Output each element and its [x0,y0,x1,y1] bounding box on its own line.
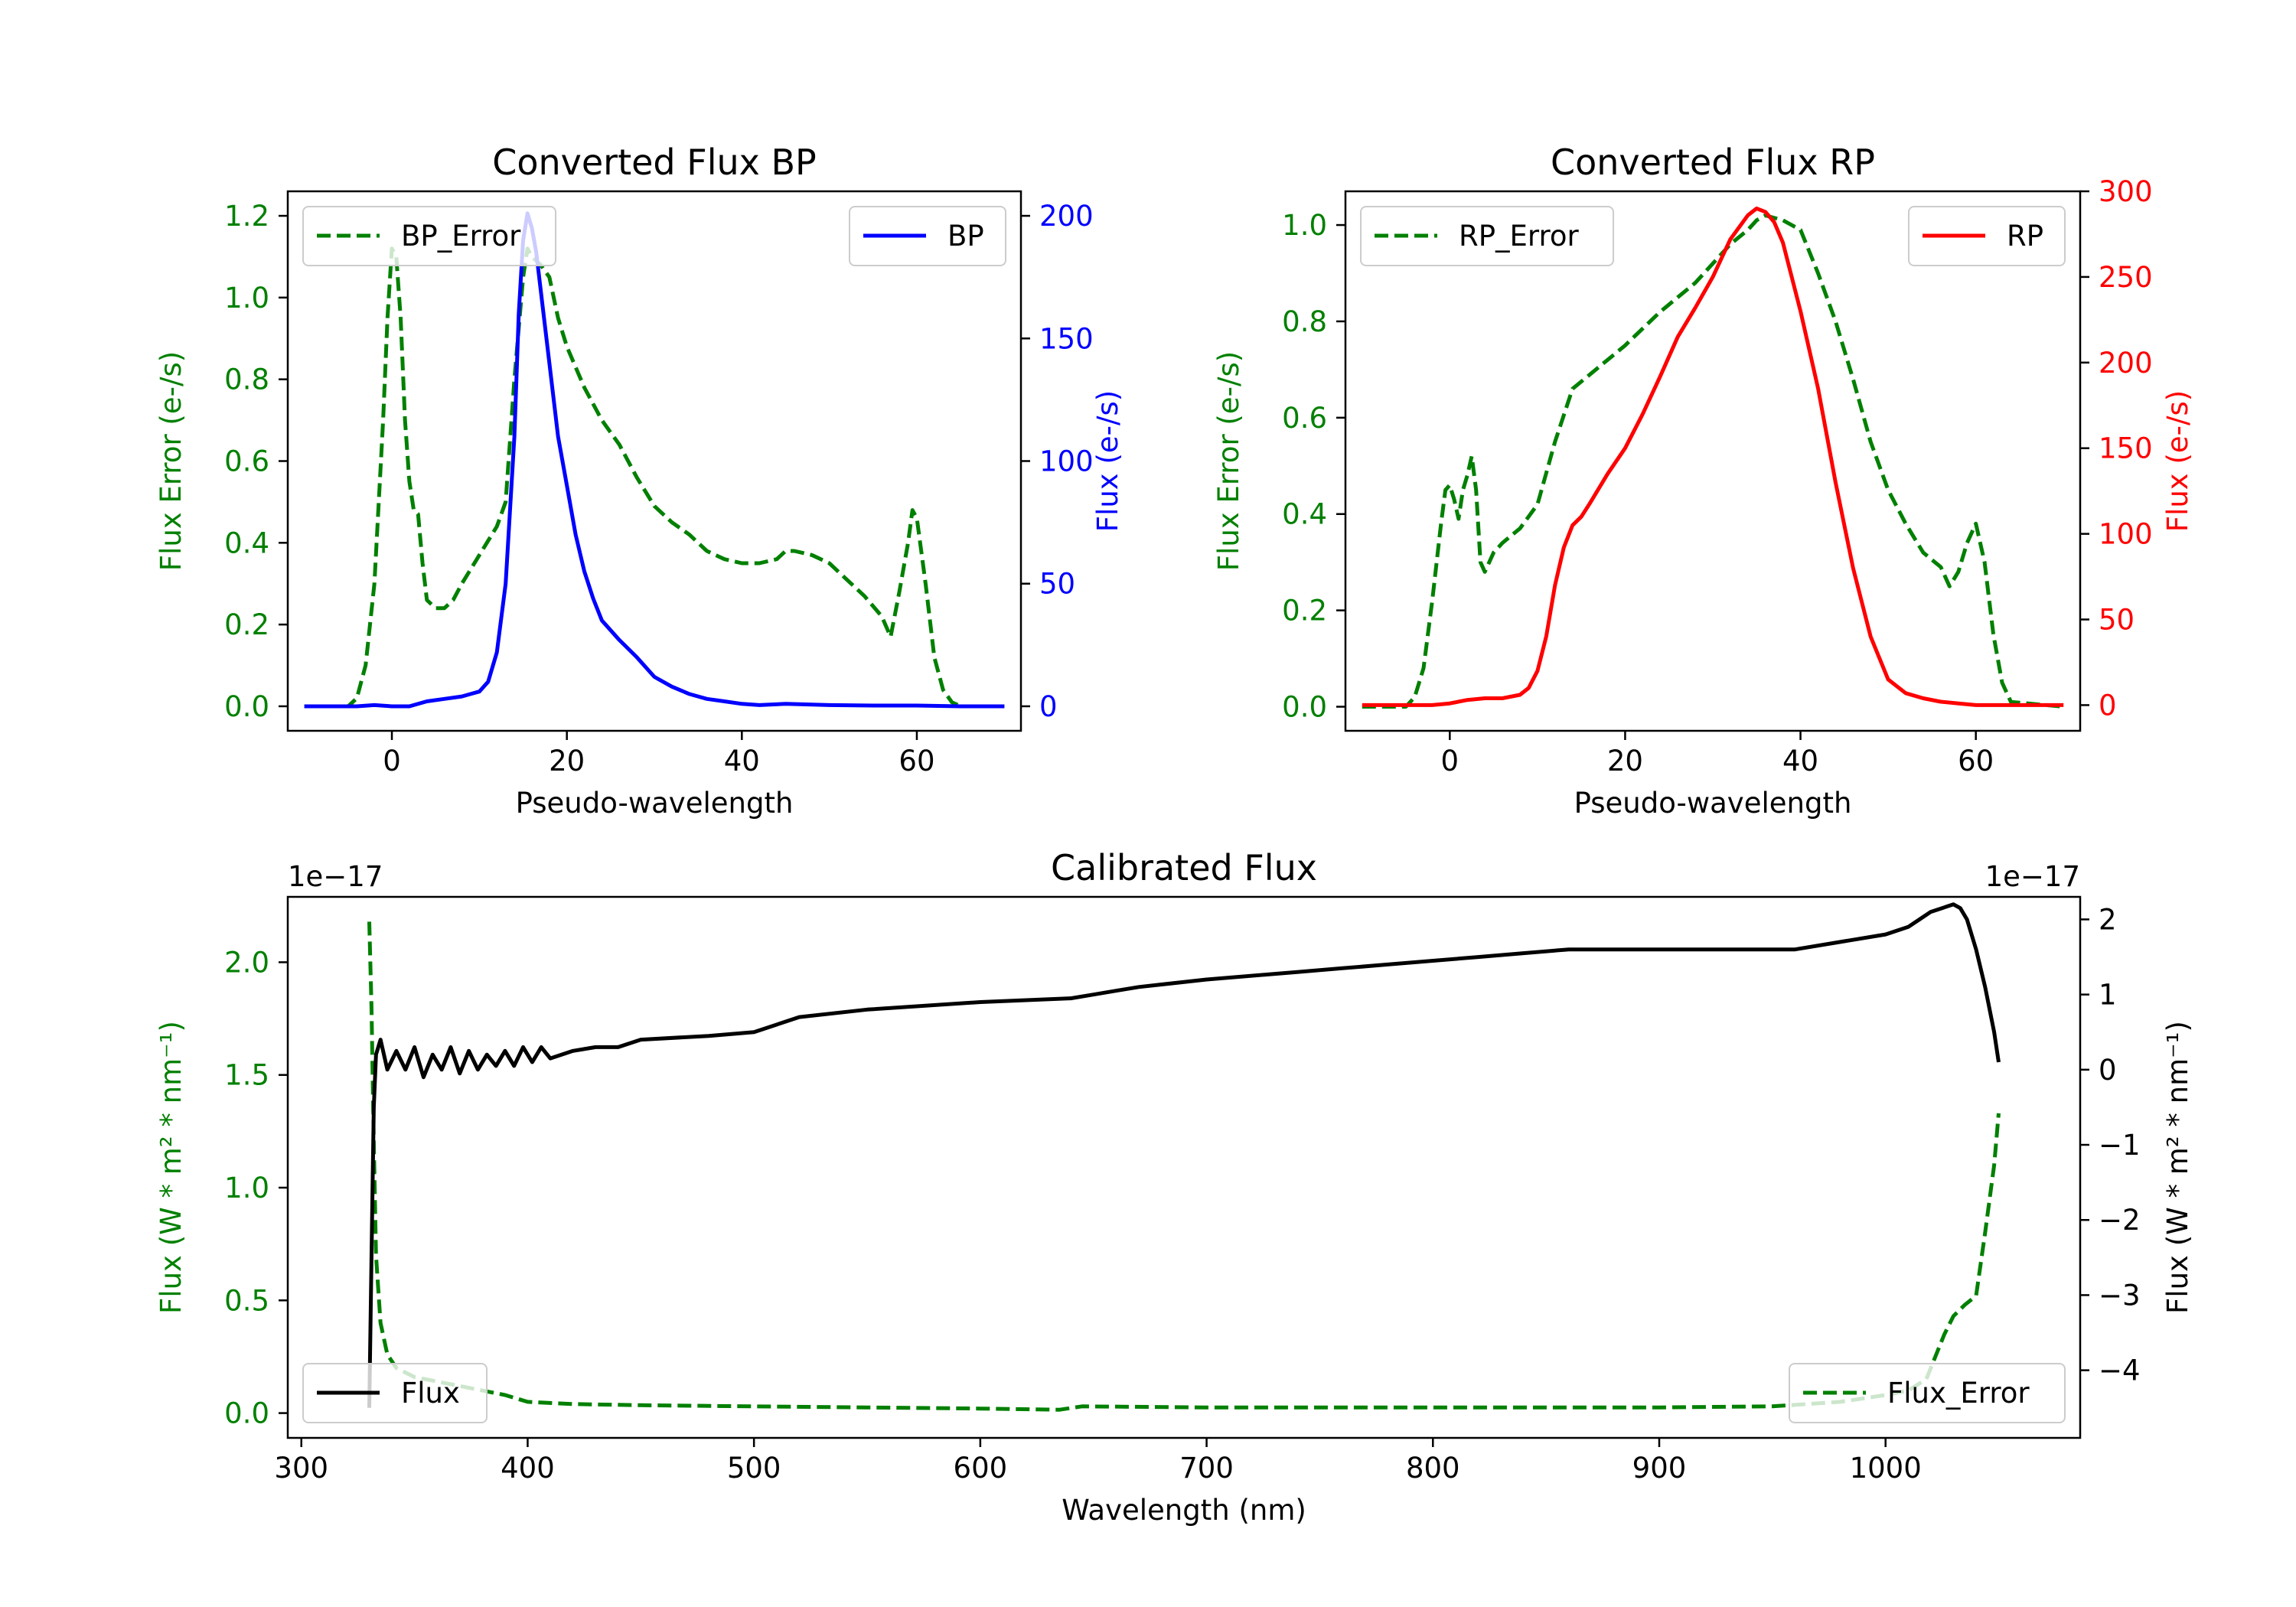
legend-box [1908,206,2066,266]
y-left-tick-label: 0.8 [224,363,269,396]
x-tick-label: 20 [549,745,585,777]
x-tick-label: 40 [724,745,760,777]
legend-left: BP_Error [302,206,556,266]
y-right-tick-label: 250 [2099,261,2153,294]
series-line-flux-error [367,921,2001,1412]
x-tick-label: 900 [1632,1452,1687,1485]
y-right-tick-label: 100 [2099,518,2153,551]
y-right-axis-label: Flux (e-/s) [2161,390,2194,532]
legend-label: RP [2007,220,2043,253]
legend-left: Flux [302,1363,488,1423]
y-left-tick-label: 1.0 [1282,209,1327,242]
x-tick-label: 20 [1607,745,1643,777]
y-left-tick-label: 1.0 [224,1172,269,1204]
y-right-tick-label: 2 [2099,903,2117,936]
y-left-offset-label: 1e−17 [288,860,383,893]
chart-title: Converted Flux RP [1551,142,1875,183]
y-right-tick-label: 100 [1039,445,1094,478]
y-right-axis-label: Flux (e-/s) [1091,390,1124,532]
legend-label: Flux_Error [1887,1377,2030,1410]
y-left-tick-label: 1.5 [224,1059,269,1092]
y-left-tick-label: 0.6 [224,445,269,478]
legend-label: BP [947,220,984,253]
x-axis-label: Pseudo-wavelength [516,787,794,820]
x-tick-label: 800 [1406,1452,1460,1485]
series-line-bp-error [304,246,1005,709]
y-right-tick-label: 150 [2099,432,2153,465]
y-right-tick-label: 50 [1039,568,1075,601]
y-left-tick-label: 2.0 [224,946,269,979]
y-right-tick-label: 200 [2099,347,2153,380]
y-left-tick-label: 0.8 [1282,305,1327,338]
y-left-tick-label: 0.0 [1282,691,1327,724]
y-left-tick-label: 0.6 [1282,402,1327,435]
x-tick-label: 500 [727,1452,781,1485]
y-left-axis-label: Flux Error (e-/s) [155,351,188,571]
y-right-tick-label: −2 [2099,1204,2141,1237]
legend-box [302,1363,488,1423]
legend-left: RP_Error [1360,206,1614,266]
plots: 0 20 40 60Pseudo-wavelength0.00.20.40.60.81… [155,142,2194,1527]
x-tick-label: 400 [501,1452,555,1485]
y-right-tick-label: 0 [2099,1054,2117,1087]
legend-label: Flux [401,1377,460,1410]
x-tick-label: 40 [1782,745,1818,777]
x-tick-label: 300 [274,1452,328,1485]
x-tick-label: 60 [1958,745,1994,777]
y-left-tick-label: 0.2 [224,608,269,641]
y-right-tick-label: 0 [1039,690,1058,723]
chart-title: Converted Flux BP [492,142,817,183]
series-line-flux [367,902,2001,1408]
y-left-axis-label: Flux (W * m² * nm⁻¹) [155,1021,188,1314]
legend-box [849,206,1006,266]
chart-title: Calibrated Flux [1051,847,1317,888]
y-left-tick-label: 0.2 [1282,595,1327,627]
chart-bp: 0 20 40 60 Pseudo-wavelength 0.0 0.2 0.4 0.6 0.8 1… [155,142,1124,820]
y-right-axis-label: Flux (W * m² * nm⁻¹) [2161,1021,2194,1314]
y-right-tick-label: 150 [1039,322,1094,355]
legend-right: Flux_Error [1789,1363,2066,1423]
y-left-tick-label: 0.0 [224,690,269,723]
legend-label: BP_Error [401,220,521,253]
y-right-tick-label: 50 [2099,604,2135,637]
y-left-tick-label: 1.0 [224,282,269,315]
y-right-tick-label: −3 [2099,1279,2141,1312]
chart-rp: 0 20 40 60 Pseudo-wavelength 0.0 0.2 0.4 0.6 0.8 1… [1212,142,2194,820]
y-left-tick-label: 0.0 [224,1397,269,1430]
y-left-tick-label: 1.2 [224,200,269,233]
legend-box [302,206,556,266]
y-left-tick-label: 0.5 [224,1284,269,1317]
series-line-rp-error [1362,214,2064,709]
chart-cal: 300 400 500 600 700 800 900 1000 Wavelength (nm)… [155,847,2194,1527]
y-right-tick-label: −4 [2099,1354,2141,1387]
series-line-rp [1362,206,2064,707]
legend-box [1360,206,1614,266]
x-tick-label: 700 [1179,1452,1234,1485]
y-left-tick-label: 0.4 [224,526,269,559]
y-right-offset-label: 1e−17 [1985,860,2080,893]
series-line-bp [304,211,1005,709]
x-tick-label: 0 [383,745,401,777]
legend-box [1789,1363,2066,1423]
y-right-tick-label: −1 [2099,1129,2141,1162]
y-right-tick-label: 1 [2099,979,2117,1012]
y-left-axis-label: Flux Error (e-/s) [1212,351,1245,571]
y-right-tick-label: 0 [2099,689,2117,722]
legend-right: RP [1908,206,2066,266]
legend-right: BP [849,206,1006,266]
x-axis-label: Wavelength (nm) [1062,1494,1306,1527]
legend-label: RP_Error [1459,220,1579,253]
plot-frame [286,895,2082,1439]
x-axis-label: Pseudo-wavelength [1574,787,1852,820]
y-right-tick-label: 300 [2099,175,2153,208]
x-tick-label: 600 [954,1452,1008,1485]
y-left-tick-label: 0.4 [1282,498,1327,531]
x-tick-label: 0 [1441,745,1459,777]
x-tick-label: 60 [899,745,934,777]
y-right-tick-label: 200 [1039,200,1094,233]
plot-frame [1344,190,2082,732]
x-tick-label: 1000 [1850,1452,1922,1485]
